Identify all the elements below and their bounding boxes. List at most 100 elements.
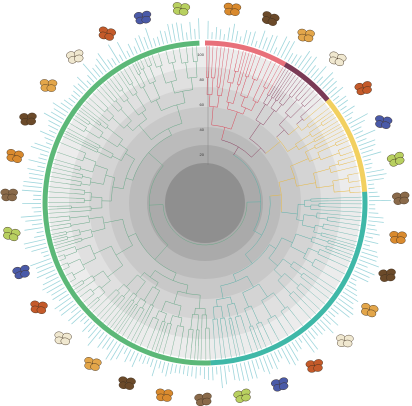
branch	[354, 186, 362, 188]
branch	[51, 171, 75, 177]
branch	[57, 254, 65, 258]
branch	[48, 211, 72, 214]
branch	[83, 297, 90, 303]
branch	[65, 183, 81, 186]
branch	[149, 270, 156, 278]
branch	[48, 186, 75, 190]
branch	[125, 177, 133, 181]
branch	[300, 105, 314, 117]
butterfly	[6, 149, 24, 163]
branch	[278, 182, 282, 213]
branch	[288, 84, 298, 96]
trait-bar	[273, 351, 280, 363]
trait-bar	[195, 366, 197, 379]
trait-bar	[258, 30, 266, 49]
branch	[339, 253, 352, 259]
branch	[151, 123, 183, 140]
trait-bar	[71, 94, 78, 101]
trait-bar	[96, 58, 107, 73]
branch	[48, 191, 75, 194]
trait-bar	[360, 255, 377, 262]
branch	[303, 214, 317, 217]
branch	[178, 338, 183, 358]
branch	[307, 90, 315, 97]
branch	[161, 300, 166, 312]
branch	[190, 314, 193, 330]
trait-bar	[307, 330, 316, 340]
branch	[90, 181, 104, 185]
butterfly	[354, 81, 372, 96]
trait-bar	[37, 165, 45, 169]
branch	[259, 60, 272, 86]
branch	[256, 70, 262, 81]
branch	[321, 232, 329, 235]
trait-bar	[80, 315, 87, 322]
branch	[142, 86, 152, 103]
branch	[346, 245, 356, 249]
branch	[340, 165, 358, 171]
branch	[337, 221, 361, 226]
branch	[252, 84, 261, 101]
branch	[256, 324, 264, 342]
branch	[300, 283, 310, 292]
trait-bar	[48, 124, 59, 131]
branch	[108, 89, 118, 100]
butterfly	[336, 334, 354, 348]
branch	[98, 292, 106, 299]
branch	[121, 89, 129, 99]
branch	[216, 74, 219, 88]
branch	[57, 226, 72, 230]
trait-bar	[219, 29, 222, 40]
clade-arc	[210, 191, 368, 366]
trait-bar	[357, 138, 367, 143]
branch	[329, 163, 339, 167]
branch	[258, 283, 268, 298]
trait-bar	[142, 355, 147, 365]
branch	[79, 229, 81, 235]
branch	[213, 330, 216, 360]
branch	[136, 298, 141, 305]
branch	[234, 334, 241, 357]
wing	[342, 339, 353, 348]
trait-bar	[365, 236, 373, 239]
trait-bar	[134, 37, 142, 53]
branch	[316, 217, 328, 220]
branch	[83, 157, 97, 163]
trait-bar	[239, 363, 245, 381]
trait-bar	[68, 309, 82, 322]
branch	[281, 211, 298, 215]
branch	[315, 225, 324, 228]
branch	[186, 47, 188, 55]
trait-bar	[35, 261, 53, 269]
branch	[197, 346, 199, 360]
branch	[60, 262, 68, 266]
branch	[89, 122, 104, 133]
branch	[94, 164, 108, 170]
branch	[258, 342, 262, 350]
branch	[281, 74, 296, 96]
branch	[240, 315, 245, 327]
trait-bar	[36, 231, 44, 234]
trait-bar	[60, 102, 71, 110]
branch	[199, 295, 201, 309]
branch	[51, 235, 59, 238]
branch	[155, 99, 162, 111]
trait-bar	[43, 112, 63, 124]
branch	[296, 219, 304, 222]
wing	[267, 18, 277, 26]
branch	[147, 317, 154, 330]
trait-bar	[129, 350, 136, 362]
branch	[285, 112, 291, 118]
branch	[303, 109, 317, 121]
branch	[341, 137, 348, 141]
trait-bar	[111, 57, 117, 66]
branch	[260, 321, 270, 339]
branch	[76, 285, 87, 294]
branch	[212, 319, 214, 331]
wing	[230, 8, 240, 16]
wing	[141, 15, 151, 24]
wing	[36, 306, 47, 314]
branch	[114, 84, 120, 92]
butterfly	[84, 357, 102, 371]
branch	[328, 234, 358, 243]
